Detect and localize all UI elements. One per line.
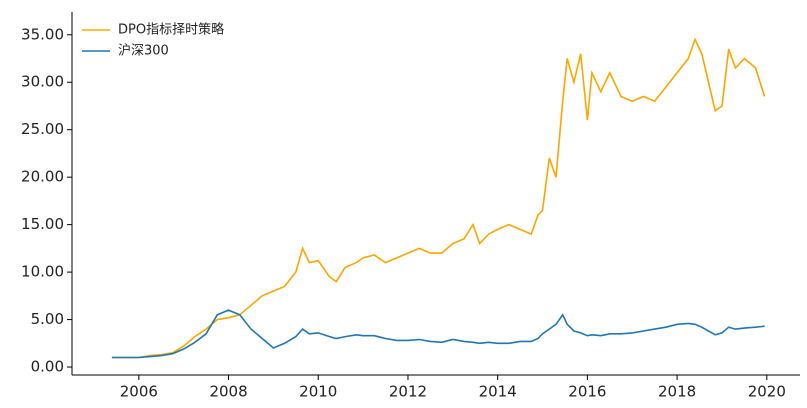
series-line: [111, 37, 766, 359]
y-tick-label: 20.00: [21, 168, 64, 186]
y-tick-label: 25.00: [21, 120, 64, 138]
x-tick-label: 2010: [299, 383, 337, 401]
y-tick-label: 0.00: [31, 358, 64, 376]
x-tick-label: 2016: [568, 383, 606, 401]
x-tick-label: 2008: [209, 383, 247, 401]
x-tick-label: 2014: [479, 383, 517, 401]
series-line: [111, 309, 765, 359]
x-tick-label: 2006: [120, 383, 158, 401]
x-tick-label: 2018: [658, 383, 696, 401]
y-tick-label: 5.00: [31, 310, 64, 328]
x-tick-label: 2012: [389, 383, 427, 401]
legend-label: DPO指标择时策略: [118, 22, 224, 38]
x-tick-label: 2020: [748, 383, 786, 401]
y-tick-label: 15.00: [21, 215, 64, 233]
legend-label: 沪深300: [118, 43, 169, 59]
y-tick-label: 30.00: [21, 73, 64, 91]
y-tick-label: 35.00: [21, 25, 64, 43]
y-tick-label: 10.00: [21, 263, 64, 281]
